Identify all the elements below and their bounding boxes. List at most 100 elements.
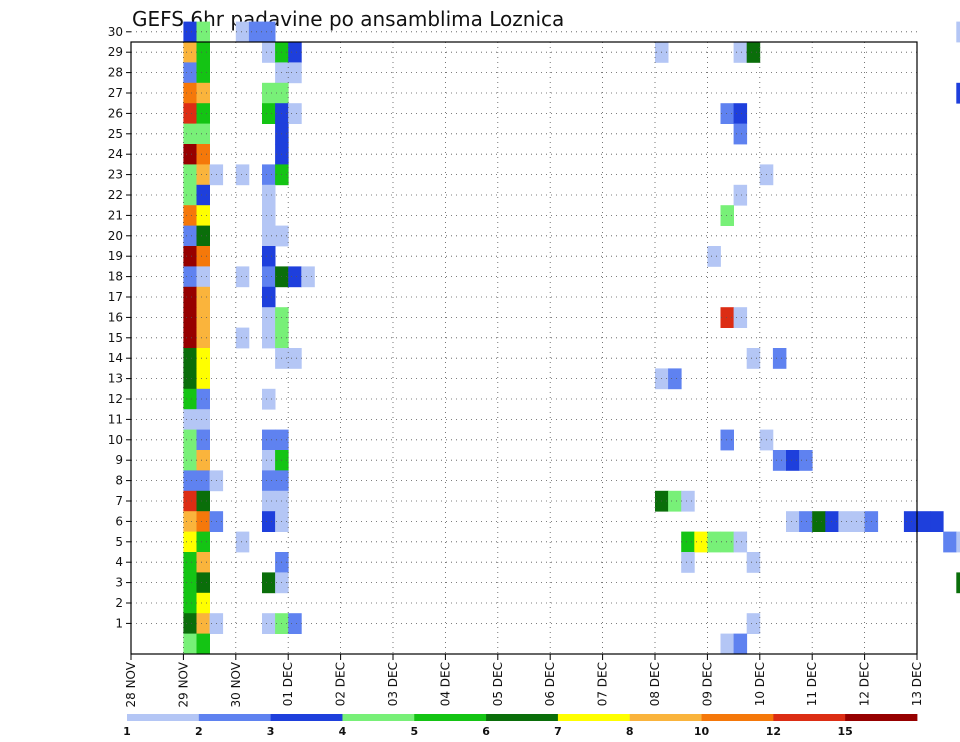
heat-cell [668, 490, 682, 512]
heat-cell [183, 429, 197, 451]
heat-cell [262, 429, 276, 451]
heat-cell [956, 82, 960, 104]
heat-cell [733, 307, 748, 328]
heat-cell [733, 123, 748, 145]
x-tick-label: 02 DEC [334, 662, 348, 706]
heat-cell [746, 348, 761, 369]
heat-cell [707, 246, 721, 267]
heat-cell [733, 103, 748, 124]
heat-cell [799, 450, 813, 471]
heat-cell [196, 450, 210, 471]
x-tick-label: 05 DEC [491, 662, 505, 706]
heat-cell [262, 613, 276, 634]
heat-cell [196, 348, 210, 369]
y-tick-label: 3 [115, 576, 123, 590]
legend-swatch [845, 714, 918, 721]
heat-cell [799, 511, 813, 532]
plot-frame [130, 41, 918, 655]
legend-swatch [198, 714, 272, 721]
heat-cell [183, 205, 197, 226]
heat-cell [288, 42, 302, 63]
legend-label: 8 [626, 725, 634, 738]
heat-cell [183, 511, 197, 532]
color-legend: 1 2 3 4 5 6 7 8 10 12 15 [123, 714, 918, 738]
heat-cell [196, 246, 210, 267]
heat-cell [183, 470, 197, 492]
legend-swatch [629, 714, 702, 721]
heat-cell [183, 307, 197, 328]
heat-cell [196, 552, 210, 573]
x-tick-label: 01 DEC [281, 662, 295, 706]
heat-cell [183, 531, 197, 553]
heat-cell [183, 246, 197, 267]
legend-swatch [557, 714, 631, 721]
heat-cell [746, 552, 761, 573]
y-tick-label: 13 [108, 372, 123, 386]
y-tick-label: 10 [108, 433, 123, 447]
heat-cell [681, 552, 695, 573]
x-axis: 28 NOV 29 NOV 30 NOV 01 DEC 02 DEC 03 DEC 04 D… [124, 654, 924, 708]
y-tick-label: 30 [108, 25, 123, 39]
heat-cell [248, 21, 263, 43]
heat-cell [183, 62, 197, 84]
heat-cell [183, 633, 197, 655]
heat-cell [183, 552, 197, 573]
y-tick-label: 19 [108, 249, 123, 263]
y-tick-label: 26 [108, 106, 123, 120]
heat-cell [262, 266, 276, 288]
heat-cell [772, 450, 787, 471]
heat-cell [183, 388, 197, 410]
x-tick-label: 13 DEC [910, 662, 924, 706]
heat-cell [720, 531, 734, 553]
y-tick-label: 23 [108, 168, 123, 182]
heat-cell [720, 103, 734, 124]
x-tick-label: 10 DEC [753, 662, 767, 706]
y-tick-label: 8 [115, 474, 123, 488]
heat-cell [786, 450, 800, 471]
heat-cell [288, 613, 302, 634]
heat-cell [196, 62, 210, 84]
legend-label: 4 [339, 725, 347, 738]
heat-cell [262, 572, 276, 594]
heat-cell [720, 633, 734, 655]
heat-cell [917, 511, 931, 532]
heat-cell [262, 82, 276, 104]
heat-cell [825, 511, 839, 532]
heat-cell [956, 21, 960, 43]
legend-label: 7 [554, 725, 562, 738]
heat-cell [288, 266, 302, 288]
heat-cell [183, 572, 197, 594]
heat-cell [183, 613, 197, 634]
heat-cell [772, 348, 787, 369]
x-tick-label: 07 DEC [596, 662, 610, 706]
heat-cell [183, 164, 197, 186]
heat-cell [956, 572, 960, 594]
heat-cell [235, 531, 250, 553]
y-tick-label: 28 [108, 66, 123, 80]
y-tick-label: 11 [108, 412, 123, 426]
heat-cell [196, 266, 210, 288]
legend-label: 1 [123, 725, 131, 738]
y-tick-label: 7 [115, 494, 123, 508]
x-tick-label: 29 NOV [176, 661, 190, 707]
heat-cell [196, 164, 210, 186]
heat-cell [956, 531, 960, 553]
legend-label: 15 [838, 725, 853, 738]
heat-cell [733, 42, 748, 63]
x-tick-label: 03 DEC [386, 662, 400, 706]
y-tick-label: 21 [108, 208, 123, 222]
heat-cell [196, 388, 210, 410]
heat-cell [262, 470, 276, 492]
heat-cell [183, 327, 197, 349]
y-tick-label: 25 [108, 127, 123, 141]
y-tick-label: 12 [108, 392, 123, 406]
heat-cell [235, 21, 250, 43]
heat-cell [707, 531, 721, 553]
y-tick-label: 4 [115, 555, 123, 569]
heat-cell [301, 266, 315, 288]
heat-cell [196, 470, 210, 492]
y-tick-label: 24 [108, 147, 123, 161]
x-tick-label: 12 DEC [858, 662, 872, 706]
heat-cell [183, 144, 197, 165]
